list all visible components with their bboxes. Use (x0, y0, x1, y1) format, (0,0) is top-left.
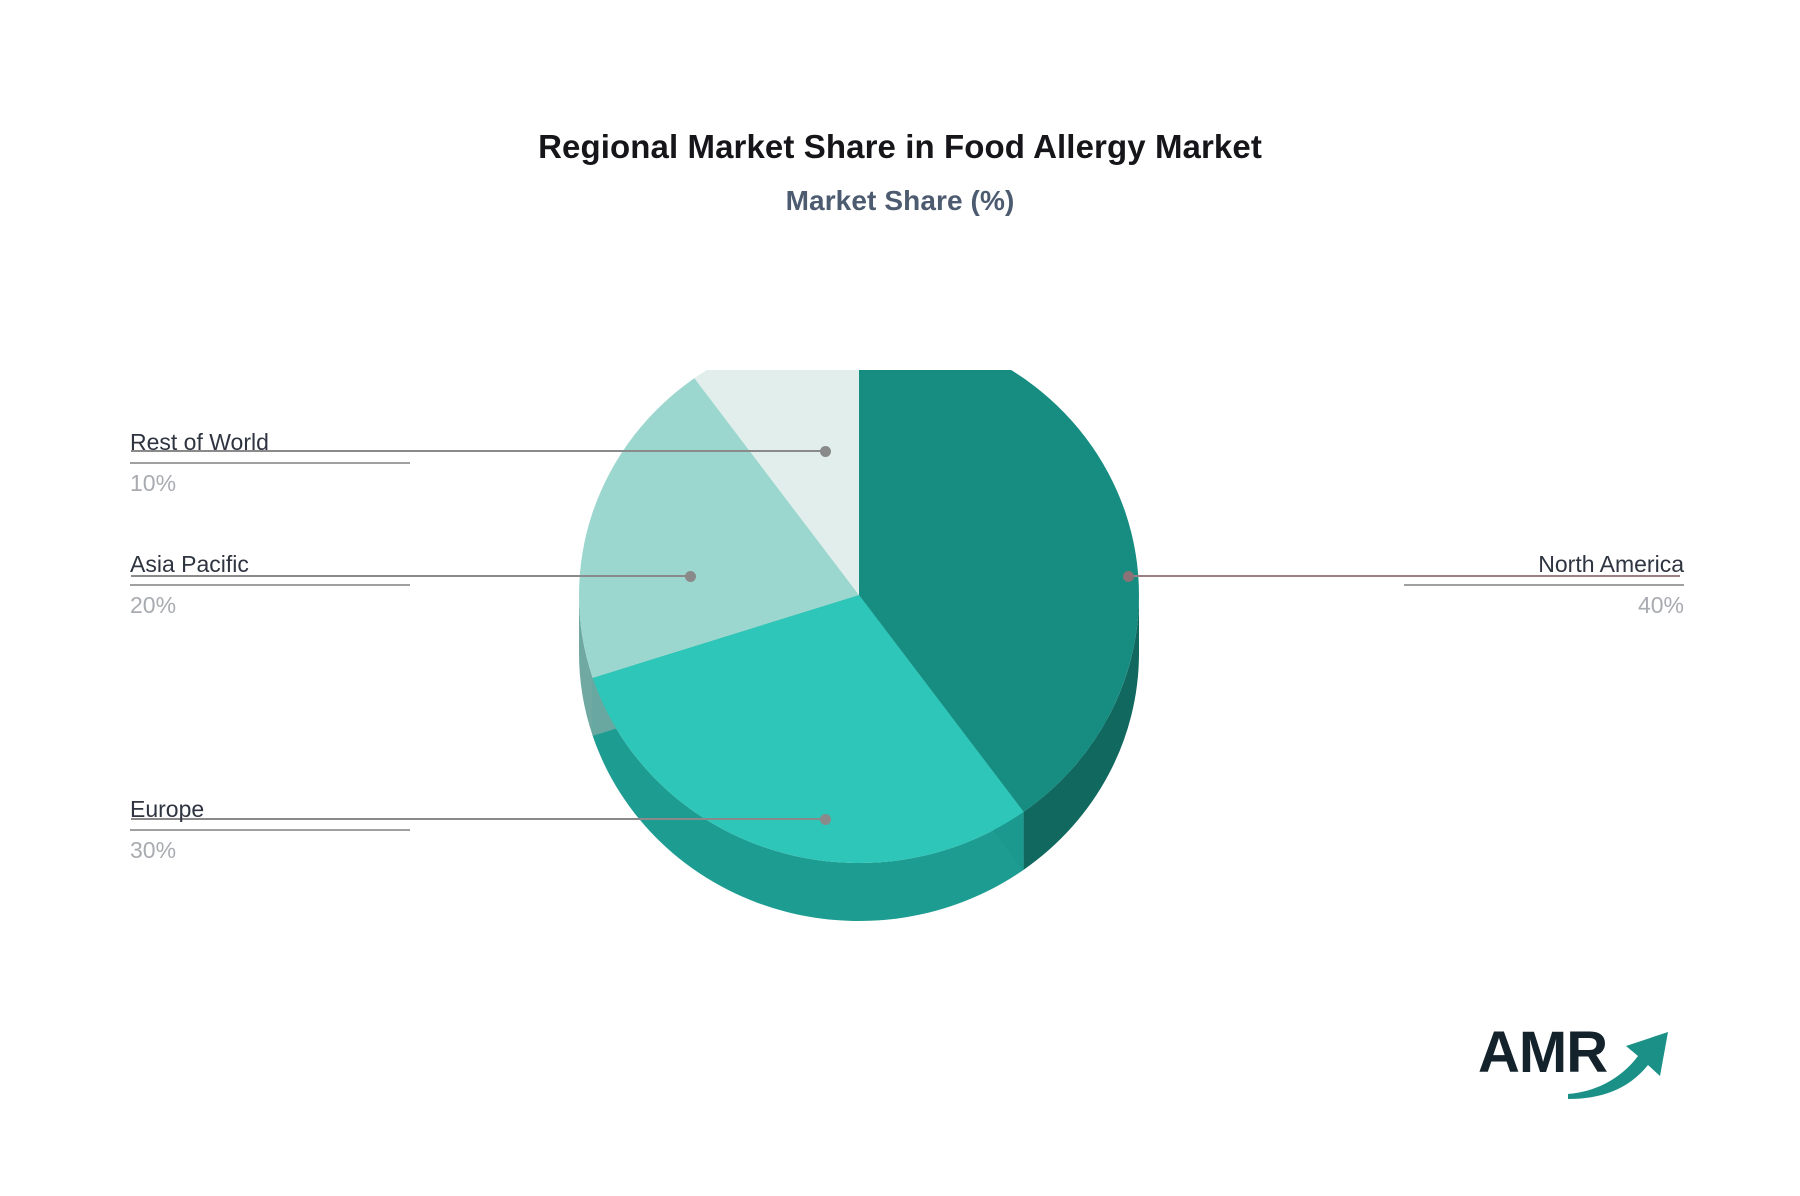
callout-label-north-america: North America (1538, 551, 1684, 577)
leader-dot-europe (820, 813, 831, 825)
leader-line-rest-of-world (131, 445, 831, 457)
pie-side-asia-pacific (579, 595, 593, 736)
amr-logo-text: AMR (1478, 1020, 1608, 1085)
pie-slice-rest-of-world (694, 370, 859, 595)
chart-title: Regional Market Share in Food Allergy Ma… (538, 128, 1262, 165)
callout-rule-rest-of-world (130, 462, 410, 464)
leader-dot-asia-pacific (685, 570, 696, 582)
callout-rule-europe (130, 829, 410, 831)
callout-label-europe: Europe (130, 796, 205, 822)
callout-label-asia-pacific: Asia Pacific (130, 551, 249, 577)
pie-side-north-america (1023, 595, 1139, 870)
callout-value-europe: 30% (130, 837, 177, 863)
growth-arrow-icon (1568, 1032, 1668, 1099)
callout-rule-asia-pacific (130, 584, 410, 586)
callout-value-asia-pacific: 20% (130, 592, 177, 618)
pie-svg (579, 370, 1139, 921)
pie-slice-asia-pacific (579, 378, 859, 678)
chart-subtitle: Market Share (%) (785, 185, 1015, 216)
callout-value-north-america: 40% (1637, 592, 1684, 618)
leader-line-north-america (1123, 570, 1680, 582)
pie-slice-north-america (859, 370, 1139, 812)
callout-north-america: North America 40% (1404, 549, 1684, 620)
amr-logo: AMR (1478, 1022, 1678, 1102)
callout-label-rest-of-world: Rest of World (130, 429, 269, 455)
callout-asia-pacific: Asia Pacific 20% (130, 549, 410, 620)
pie-side-europe (592, 677, 1024, 921)
leader-dot-rest-of-world (820, 445, 831, 457)
callout-value-rest-of-world: 10% (130, 470, 177, 496)
callout-europe: Europe 30% (130, 794, 410, 865)
pie-slice-europe (592, 595, 1024, 863)
leader-dot-north-america (1123, 570, 1134, 582)
leader-line-asia-pacific (131, 570, 696, 582)
leader-line-europe (131, 813, 831, 825)
callout-rest-of-world: Rest of World 10% (130, 427, 410, 498)
callout-rule-north-america (1404, 584, 1684, 586)
pie-chart (574, 370, 1234, 930)
pie-top-layer (579, 370, 1139, 863)
